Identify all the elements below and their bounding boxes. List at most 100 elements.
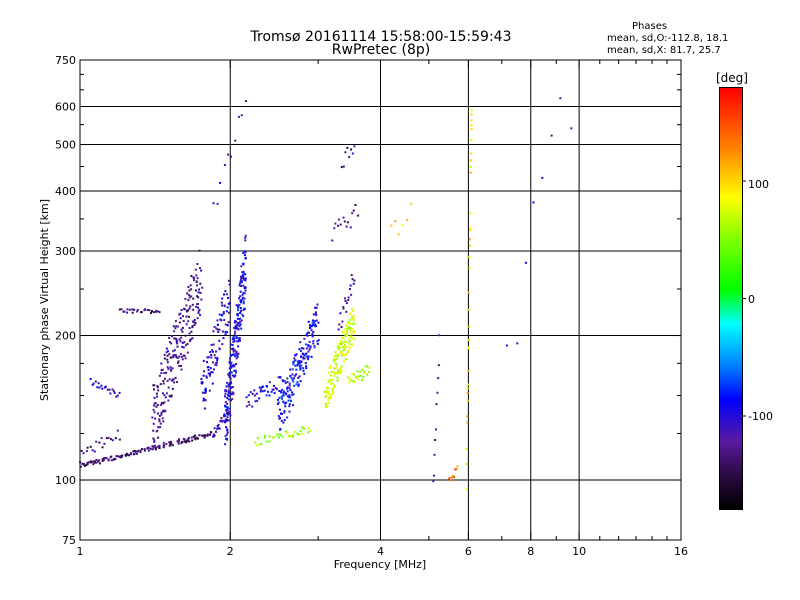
echo-point [173, 337, 176, 340]
echo-point [335, 365, 338, 368]
echo-point [224, 323, 227, 326]
echo-point [199, 282, 202, 285]
echo-point [114, 458, 117, 461]
echo-point [299, 341, 302, 344]
echo-point [187, 315, 190, 318]
echo-point [366, 373, 369, 376]
echo-point [294, 364, 297, 367]
echo-point [233, 365, 236, 368]
echo-point [226, 416, 229, 419]
echo-point [243, 254, 246, 257]
echo-point [152, 408, 155, 411]
echo-point [292, 393, 295, 396]
echo-point [305, 347, 308, 350]
echo-point [163, 401, 166, 404]
echo-point [244, 279, 247, 282]
echo-point [334, 222, 337, 225]
echo-point [308, 348, 311, 351]
echo-point [231, 344, 234, 346]
echo-point [279, 434, 282, 437]
echo-point [226, 396, 229, 399]
echo-point [85, 464, 88, 467]
echo-point [152, 384, 155, 387]
echo-point [280, 419, 283, 422]
echo-point [131, 308, 134, 311]
echo-point [159, 426, 162, 429]
echo-point [341, 354, 344, 357]
echo-point [342, 306, 345, 309]
echo-point [107, 458, 110, 461]
echo-point [118, 391, 121, 394]
echo-point [168, 353, 171, 356]
echo-point [240, 301, 242, 304]
echo-point [216, 359, 219, 361]
echo-point [180, 368, 183, 371]
echo-point [153, 388, 155, 391]
echo-point [236, 340, 239, 343]
echo-point [433, 453, 436, 456]
echo-point [345, 225, 348, 228]
echo-point [341, 352, 344, 355]
echo-point [242, 275, 245, 278]
echo-point [281, 388, 284, 391]
echo-point [181, 345, 184, 348]
echo-point [183, 341, 186, 344]
echo-point [173, 381, 176, 384]
echo-point [302, 353, 305, 356]
echo-point [187, 438, 190, 440]
echo-point [184, 297, 187, 300]
echo-point [282, 391, 285, 394]
echo-point [185, 323, 188, 326]
echo-point [213, 427, 216, 430]
echo-point [179, 317, 182, 320]
echo-point [234, 369, 237, 372]
echo-point [241, 296, 244, 299]
echo-point [470, 109, 473, 112]
echo-point [350, 274, 353, 277]
echo-point [338, 343, 341, 345]
echo-point [208, 389, 211, 392]
echo-point [550, 134, 553, 137]
echo-point [187, 436, 190, 439]
echo-point [233, 340, 236, 342]
echo-point [361, 368, 364, 371]
echo-point [225, 390, 227, 393]
echo-point [193, 321, 195, 324]
echo-point [171, 387, 174, 390]
echo-point [230, 366, 233, 369]
echo-point [327, 391, 330, 393]
echo-point [299, 430, 302, 433]
echo-point [351, 336, 354, 339]
echo-point [212, 330, 215, 333]
echo-point [198, 288, 201, 291]
echo-point [224, 333, 227, 336]
echo-point [118, 455, 121, 458]
echo-point [288, 387, 291, 390]
echo-point [340, 370, 343, 373]
echo-point [169, 368, 172, 371]
echo-point [298, 375, 301, 378]
echo-point [224, 290, 227, 293]
echo-point [188, 340, 191, 343]
echo-point [166, 379, 169, 382]
echo-point [95, 458, 98, 461]
echo-point [225, 433, 228, 436]
echo-point [203, 370, 205, 373]
echo-point [303, 337, 306, 340]
echo-point [158, 414, 161, 417]
echo-point [228, 386, 231, 389]
echo-point [332, 391, 335, 394]
x-tick-label: 8 [527, 545, 534, 558]
echo-point [232, 353, 235, 356]
echo-point [91, 383, 94, 386]
echo-point [214, 356, 217, 359]
echo-point [313, 320, 316, 323]
echo-point [244, 236, 247, 239]
echo-point [465, 448, 468, 450]
chart-title: Tromsø 20161114 15:58:00-15:59:43 [250, 29, 512, 45]
echo-point [231, 386, 234, 389]
echo-point [131, 311, 134, 314]
echo-point [181, 326, 184, 329]
echo-point [103, 442, 106, 445]
echo-point [166, 366, 169, 369]
